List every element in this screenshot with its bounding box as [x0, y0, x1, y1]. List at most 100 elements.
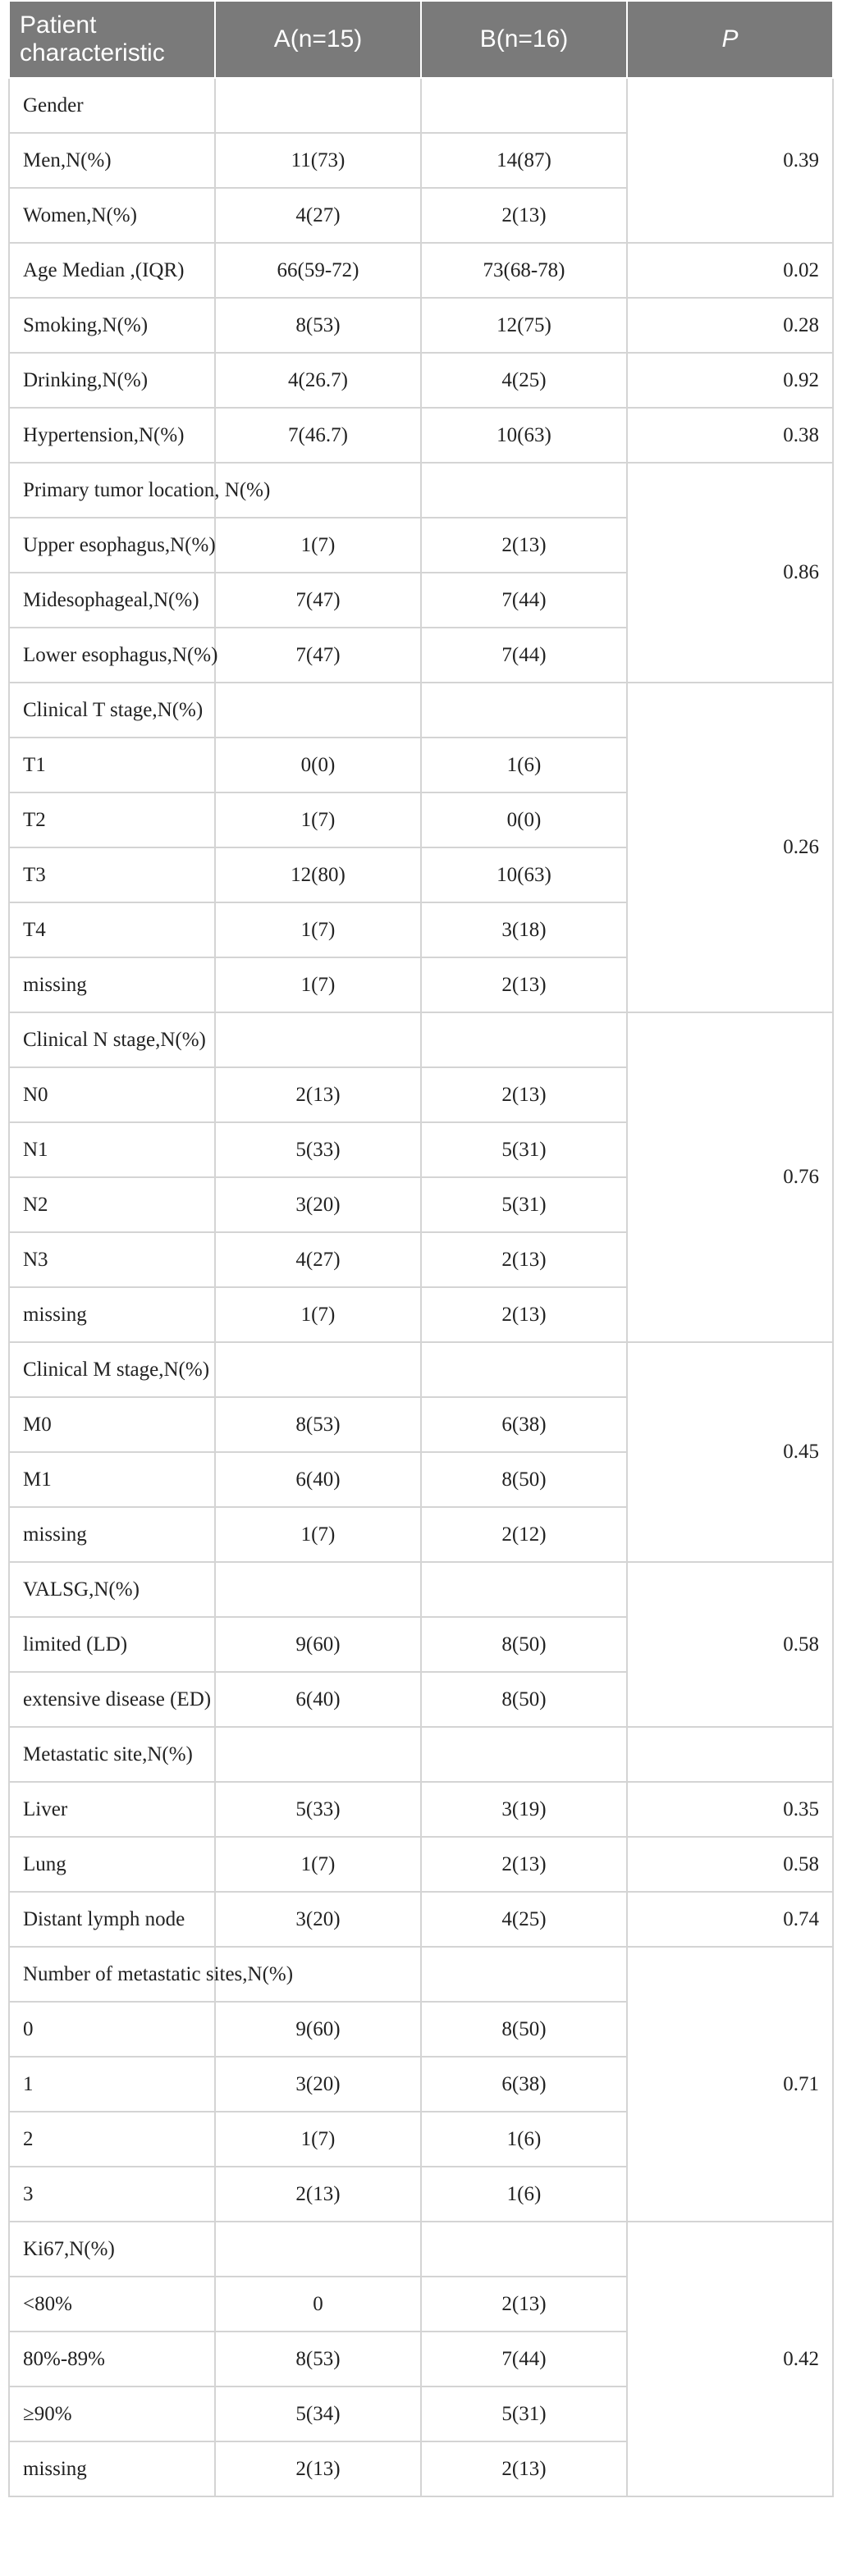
cell	[214, 77, 422, 134]
table-row: 0 9(60) 8(50)	[8, 2001, 833, 2058]
cell: 2(13)	[214, 2166, 422, 2222]
table-row: Lower esophagus,N(%) 7(47) 7(44)	[8, 627, 833, 683]
cell	[214, 1012, 422, 1068]
cell: 11(73)	[214, 132, 422, 189]
row-label: Primary tumor location, N(%)	[8, 462, 270, 518]
table-row: T1 0(0) 1(6)	[8, 737, 833, 793]
cell: 5(34)	[214, 2386, 422, 2442]
table-row: ≥90% 5(34) 5(31)	[8, 2386, 833, 2442]
cell: 4(27)	[214, 187, 422, 244]
p-value: 0.02	[626, 242, 834, 299]
row-label: Upper esophagus,N(%)	[8, 517, 216, 573]
table-row: N0 2(13) 2(13)	[8, 1066, 833, 1123]
table-row: T3 12(80) 10(63)	[8, 847, 833, 903]
row-label: missing	[8, 957, 216, 1013]
cell: 2(13)	[420, 517, 628, 573]
row-label: VALSG,N(%)	[8, 1561, 216, 1618]
table-row: Distant lymph node 3(20) 4(25) 0.74	[8, 1891, 834, 1948]
cell: 9(60)	[214, 1616, 422, 1673]
cell: 2(13)	[420, 957, 628, 1013]
table-row: M0 8(53) 6(38)	[8, 1396, 833, 1453]
table-row: missing 2(13) 2(13)	[8, 2441, 833, 2497]
cell	[420, 682, 628, 738]
cell: 12(75)	[420, 297, 628, 354]
cell: 7(46.7)	[214, 407, 422, 464]
table-row: VALSG,N(%) 0.58	[8, 1561, 834, 1728]
row-label: Men,N(%)	[8, 132, 216, 189]
row-label: 1	[8, 2056, 216, 2112]
table-row: Metastatic site,N(%)	[8, 1726, 834, 1783]
cell: 9(60)	[214, 2001, 422, 2058]
row-label: 3	[8, 2166, 216, 2222]
cell: 4(25)	[420, 352, 628, 409]
cell: 1(6)	[420, 737, 628, 793]
cell: 7(44)	[420, 572, 628, 628]
cell: 1(7)	[214, 957, 422, 1013]
row-label: N2	[8, 1176, 216, 1233]
table-row: Lung 1(7) 2(13) 0.58	[8, 1836, 834, 1893]
table-row: Upper esophagus,N(%) 1(7) 2(13)	[8, 517, 833, 573]
table-row: 3 2(13) 1(6)	[8, 2166, 833, 2222]
row-label: T1	[8, 737, 216, 793]
row-label: missing	[8, 1506, 216, 1563]
cell: 1(7)	[214, 517, 422, 573]
cell: 1(6)	[420, 2111, 628, 2167]
p-value: 0.74	[626, 1891, 834, 1948]
table-row: M1 6(40) 8(50)	[8, 1451, 833, 1508]
row-label: extensive disease (ED)	[8, 1671, 216, 1728]
table-row: 2 1(7) 1(6)	[8, 2111, 833, 2167]
row-label: Lower esophagus,N(%)	[8, 627, 217, 683]
row-label: Gender	[8, 77, 216, 134]
table-row: Hypertension,N(%) 7(46.7) 10(63) 0.38	[8, 407, 834, 464]
cell	[420, 1341, 628, 1398]
table-row: N2 3(20) 5(31)	[8, 1176, 833, 1233]
cell: 1(7)	[214, 2111, 422, 2167]
cell: 2(13)	[420, 1286, 628, 1343]
row-label: T3	[8, 847, 216, 903]
row-label: M0	[8, 1396, 216, 1453]
table-row: Clinical T stage,N(%) 0.26	[8, 682, 834, 1013]
row-label: N1	[8, 1121, 216, 1178]
table-row: Liver 5(33) 3(19) 0.35	[8, 1781, 834, 1838]
row-label: Liver	[8, 1781, 216, 1838]
cell: 5(31)	[420, 1176, 628, 1233]
header-cell: P	[626, 0, 834, 79]
header-row: Patient characteristic A(n=15) B(n=16) P	[8, 0, 834, 79]
cell	[214, 1561, 422, 1618]
cell: 12(80)	[214, 847, 422, 903]
table-row: N3 4(27) 2(13)	[8, 1231, 833, 1288]
row-label: Number of metastatic sites,N(%)	[8, 1946, 293, 2003]
table-row: 1 3(20) 6(38)	[8, 2056, 833, 2112]
table-row: Women,N(%) 4(27) 2(13)	[8, 187, 833, 244]
table-row: Clinical M stage,N(%) 0.45	[8, 1341, 834, 1563]
row-label: Distant lymph node	[8, 1891, 216, 1948]
cell: 6(38)	[420, 1396, 628, 1453]
p-value: 0.35	[626, 1781, 834, 1838]
cell	[420, 462, 628, 518]
p-value	[626, 1726, 834, 1783]
table-row: 80%-89% 8(53) 7(44)	[8, 2331, 833, 2387]
cell: 1(7)	[214, 902, 422, 958]
row-label: <80%	[8, 2276, 216, 2332]
row-label: limited (LD)	[8, 1616, 216, 1673]
row-label: Clinical M stage,N(%)	[8, 1341, 216, 1398]
cell: 7(47)	[214, 572, 422, 628]
row-label: N3	[8, 1231, 216, 1288]
cell: 5(31)	[420, 1121, 628, 1178]
table-row: missing 1(7) 2(13)	[8, 957, 833, 1013]
cell	[214, 682, 422, 738]
p-value: 0.92	[626, 352, 834, 409]
cell: 3(20)	[214, 1176, 422, 1233]
p-value: 0.76	[626, 1012, 834, 1343]
cell: 1(7)	[214, 1506, 422, 1563]
table-row: Number of metastatic sites,N(%) 0.71	[8, 1946, 834, 2222]
p-value: 0.42	[626, 2221, 834, 2497]
table-row: Ki67,N(%) 0.42	[8, 2221, 834, 2497]
row-label: 80%-89%	[8, 2331, 216, 2387]
table-row: limited (LD) 9(60) 8(50)	[8, 1616, 833, 1673]
table-container: Patient characteristic A(n=15) B(n=16) P Ge…	[8, 0, 834, 2497]
row-label: T2	[8, 792, 216, 848]
table-row: missing 1(7) 2(13)	[8, 1286, 833, 1343]
row-label: missing	[8, 1286, 216, 1343]
row-label: T4	[8, 902, 216, 958]
